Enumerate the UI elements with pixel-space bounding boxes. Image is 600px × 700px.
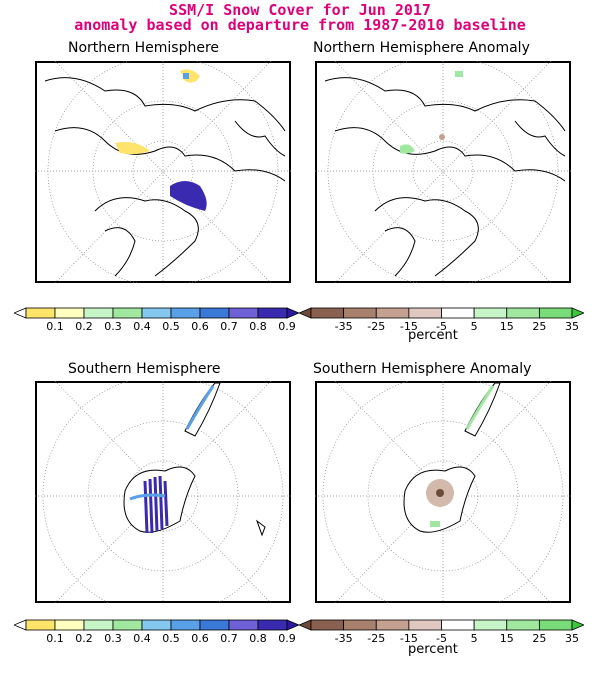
cover-colorbar-swatch: [257, 619, 288, 631]
sh-panel-title: Southern Hemisphere: [68, 361, 221, 377]
cover-colorbar-top: 0.10.20.30.40.50.60.70.80.91: [12, 306, 320, 340]
cover-colorbar-tick-label: 0.2: [75, 320, 93, 333]
anomaly-colorbar-tick-label: -15: [400, 320, 418, 333]
anomaly-colorbar-swatch: [375, 619, 410, 631]
anomaly-colorbar-tick-label: -25: [367, 320, 385, 333]
sh-anomaly-map: [315, 381, 571, 603]
anomaly-colorbar-arrow-left: [297, 307, 312, 319]
anomaly-colorbar-swatch: [441, 307, 475, 319]
anomaly-colorbar-top: -35 -25 -15 -5 5 15 25 35: [297, 306, 586, 340]
cover-colorbar-tick-label: 0.4: [133, 320, 151, 333]
anomaly-colorbar-arrow-right: [571, 619, 586, 631]
anomaly-colorbar-swatch: [538, 619, 573, 631]
anomaly-colorbar-tick-label: -25: [367, 632, 385, 645]
cover-colorbar-tick-label: 0.5: [162, 632, 180, 645]
cover-colorbar-swatch: [112, 619, 143, 631]
cover-colorbar-arrow-right: [286, 619, 301, 631]
anomaly-colorbar-swatch: [408, 307, 442, 319]
cover-colorbar-swatch: [112, 307, 143, 319]
anomaly-colorbar-tick-label: 35: [565, 632, 579, 645]
anomaly-unit-label-top: percent: [408, 328, 458, 343]
cover-colorbar-swatch: [25, 307, 56, 319]
cover-colorbar-tick-label: 0.6: [191, 320, 209, 333]
anomaly-colorbar-swatch: [506, 307, 540, 319]
cover-colorbar-swatch: [54, 619, 85, 631]
nh-anomaly-panel-title: Northern Hemisphere Anomaly: [313, 40, 530, 56]
cover-colorbar-swatch: [170, 307, 201, 319]
anomaly-colorbar-arrow-left: [297, 619, 312, 631]
anomaly-colorbar-tick-label: 15: [500, 632, 514, 645]
figure-subtitle: anomaly based on departure from 1987-201…: [74, 16, 526, 34]
anomaly-colorbar-swatch: [343, 307, 377, 319]
cover-colorbar-swatch: [83, 307, 114, 319]
cover-colorbar-swatch: [199, 307, 230, 319]
cover-colorbar-tick-label: 0.1: [46, 320, 64, 333]
nh-anomaly-map: [315, 61, 571, 283]
anomaly-colorbar-tick-label: -5: [436, 632, 447, 645]
cover-colorbar-swatch: [141, 307, 172, 319]
cover-colorbar-arrow-right: [286, 307, 301, 319]
cover-colorbar-swatch: [170, 619, 201, 631]
cover-colorbar-swatch: [228, 307, 259, 319]
anomaly-colorbar-tick-label: 25: [532, 320, 546, 333]
cover-colorbar-tick-label: 0.3: [104, 320, 122, 333]
anomaly-colorbar-tick-label: 5: [471, 320, 478, 333]
cover-colorbar-swatch: [257, 307, 288, 319]
figure-title: SSM/I Snow Cover for Jun 2017: [169, 1, 431, 19]
anomaly-colorbar-swatch: [310, 619, 345, 631]
anomaly-colorbar-tick-label: 25: [532, 632, 546, 645]
cover-colorbar-tick-label: 0.3: [104, 632, 122, 645]
cover-colorbar-tick-label: 0.8: [249, 320, 267, 333]
cover-colorbar-tick-label: 0.5: [162, 320, 180, 333]
cover-colorbar-tick-label: 0.2: [75, 632, 93, 645]
cover-colorbar-tick-label: 0.7: [220, 320, 238, 333]
cover-colorbar-tick-label: 0.7: [220, 632, 238, 645]
cover-colorbar-tick-label: 0.9: [278, 632, 296, 645]
anomaly-colorbar-tick-label: -5: [436, 320, 447, 333]
anomaly-colorbar-swatch: [473, 619, 508, 631]
anomaly-colorbar-swatch: [375, 307, 410, 319]
anomaly-colorbar-bottom: -35 -25 -15 -5 5 15 25 35: [297, 618, 586, 652]
anomaly-colorbar-swatch: [343, 619, 377, 631]
anomaly-colorbar-tick-label: -15: [400, 632, 418, 645]
anomaly-colorbar-tick-label: 35: [565, 320, 579, 333]
anomaly-colorbar-swatch: [310, 307, 345, 319]
anomaly-colorbar-swatch: [408, 619, 442, 631]
nh-snow-map: [35, 61, 291, 283]
anomaly-colorbar-swatch: [473, 307, 508, 319]
cover-colorbar-bottom: 0.10.20.30.40.50.60.70.80.91: [12, 618, 320, 652]
cover-colorbar-tick-label: 0.8: [249, 632, 267, 645]
cover-colorbar-tick-label: 0.9: [278, 320, 296, 333]
sh-anomaly-panel-title: Southern Hemisphere Anomaly: [313, 361, 532, 377]
cover-colorbar-swatch: [228, 619, 259, 631]
anomaly-unit-label-bottom: percent: [408, 642, 458, 657]
anomaly-colorbar-tick-label: 15: [500, 320, 514, 333]
cover-colorbar-tick-label: 0.4: [133, 632, 151, 645]
anomaly-colorbar-swatch: [538, 307, 573, 319]
anomaly-colorbar-swatch: [506, 619, 540, 631]
cover-colorbar-arrow-left: [12, 307, 27, 319]
nh-panel-title: Northern Hemisphere: [68, 40, 219, 56]
sh-snow-map: [35, 381, 291, 603]
anomaly-colorbar-tick-label: 5: [471, 632, 478, 645]
cover-colorbar-swatch: [25, 619, 56, 631]
cover-colorbar-arrow-left: [12, 619, 27, 631]
cover-colorbar-tick-label: 0.1: [46, 632, 64, 645]
cover-colorbar-tick-label: 0.6: [191, 632, 209, 645]
cover-colorbar-swatch: [83, 619, 114, 631]
anomaly-colorbar-tick-label: -35: [335, 320, 353, 333]
anomaly-colorbar-arrow-right: [571, 307, 586, 319]
cover-colorbar-swatch: [141, 619, 172, 631]
anomaly-colorbar-tick-label: -35: [335, 632, 353, 645]
cover-colorbar-swatch: [54, 307, 85, 319]
anomaly-colorbar-swatch: [441, 619, 475, 631]
cover-colorbar-swatch: [199, 619, 230, 631]
